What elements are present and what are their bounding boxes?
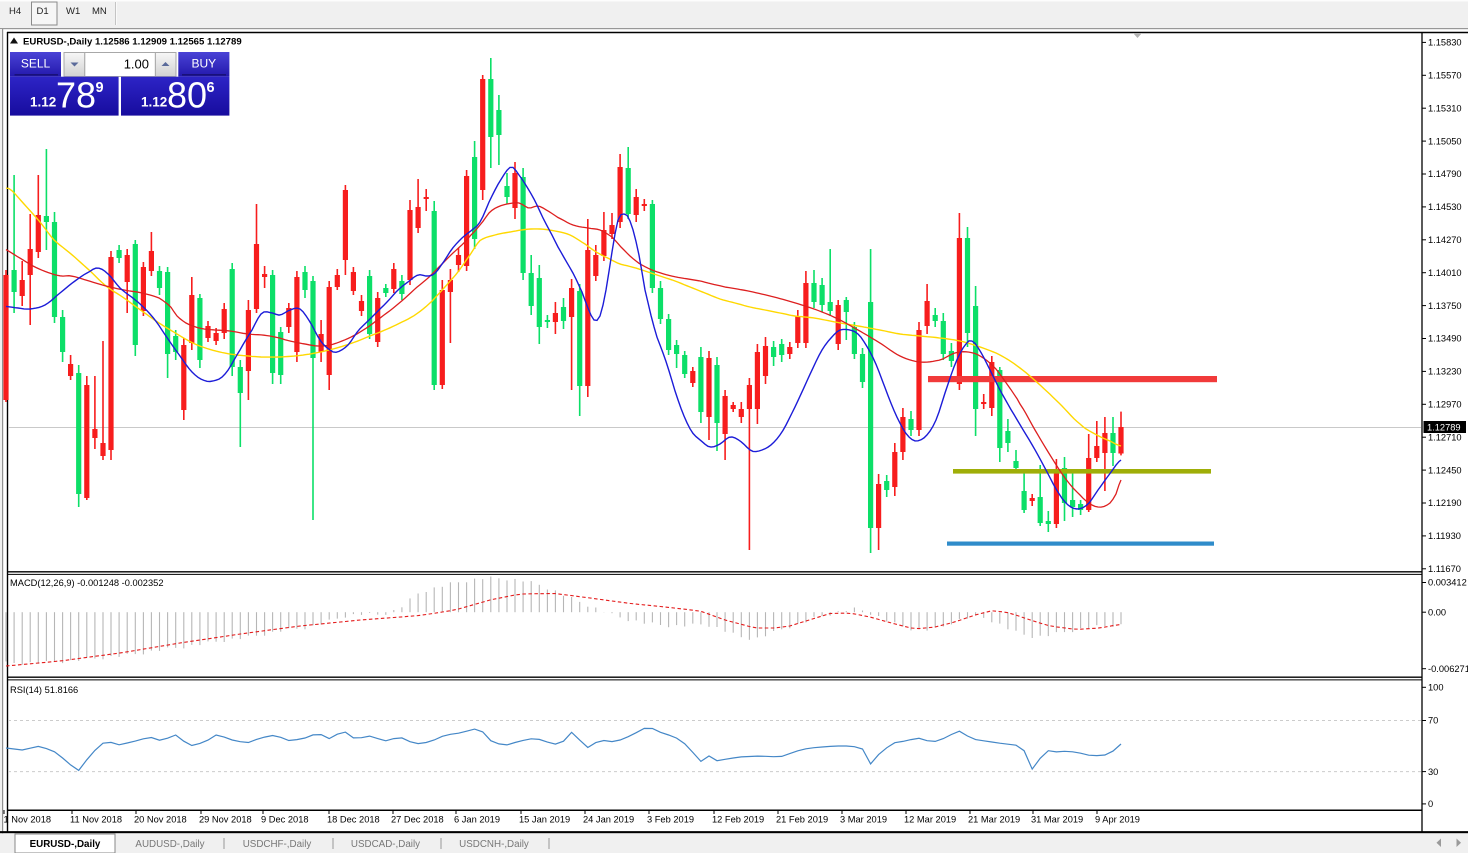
svg-text:1 Nov 2018: 1 Nov 2018 bbox=[4, 815, 52, 825]
svg-text:W1: W1 bbox=[66, 6, 80, 17]
svg-text:0.003412: 0.003412 bbox=[1428, 578, 1467, 588]
svg-text:1.14010: 1.14010 bbox=[1428, 268, 1462, 278]
svg-text:6 Jan 2019: 6 Jan 2019 bbox=[454, 815, 500, 825]
svg-text:EURUSD-,Daily 1.12586 1.12909: EURUSD-,Daily 1.12586 1.12909 1.12565 1.… bbox=[23, 37, 242, 48]
svg-text:1.12: 1.12 bbox=[30, 95, 56, 110]
svg-text:80: 80 bbox=[167, 75, 207, 116]
svg-text:3 Feb 2019: 3 Feb 2019 bbox=[647, 815, 694, 825]
svg-text:AUDUSD-,Daily: AUDUSD-,Daily bbox=[135, 839, 204, 850]
svg-text:0: 0 bbox=[1428, 799, 1433, 809]
svg-text:EURUSD-,Daily: EURUSD-,Daily bbox=[30, 839, 101, 850]
svg-text:27 Dec 2018: 27 Dec 2018 bbox=[391, 815, 444, 825]
svg-text:1.15570: 1.15570 bbox=[1428, 71, 1462, 81]
svg-text:21 Feb 2019: 21 Feb 2019 bbox=[776, 815, 828, 825]
svg-text:1.15310: 1.15310 bbox=[1428, 103, 1462, 113]
svg-text:USDCAD-,Daily: USDCAD-,Daily bbox=[351, 839, 420, 850]
svg-text:1.12190: 1.12190 bbox=[1428, 498, 1462, 508]
svg-text:18 Dec 2018: 18 Dec 2018 bbox=[327, 815, 380, 825]
svg-text:11 Nov 2018: 11 Nov 2018 bbox=[70, 815, 122, 825]
svg-text:RSI(14) 51.8166: RSI(14) 51.8166 bbox=[10, 685, 78, 695]
svg-text:31 Mar 2019: 31 Mar 2019 bbox=[1031, 815, 1083, 825]
svg-text:21 Mar 2019: 21 Mar 2019 bbox=[968, 815, 1020, 825]
svg-text:6: 6 bbox=[207, 80, 215, 96]
svg-text:100: 100 bbox=[1428, 683, 1444, 693]
svg-text:12 Feb 2019: 12 Feb 2019 bbox=[712, 815, 764, 825]
svg-text:24 Jan 2019: 24 Jan 2019 bbox=[583, 815, 634, 825]
svg-text:BUY: BUY bbox=[191, 57, 216, 71]
svg-text:1.15830: 1.15830 bbox=[1428, 38, 1462, 48]
svg-text:1.13490: 1.13490 bbox=[1428, 334, 1462, 344]
svg-text:29 Nov 2018: 29 Nov 2018 bbox=[199, 815, 252, 825]
svg-text:9: 9 bbox=[96, 80, 104, 96]
svg-text:20 Nov 2018: 20 Nov 2018 bbox=[134, 815, 187, 825]
svg-text:1.12710: 1.12710 bbox=[1428, 432, 1462, 442]
svg-text:9 Apr 2019: 9 Apr 2019 bbox=[1095, 815, 1140, 825]
svg-text:1.14790: 1.14790 bbox=[1428, 169, 1462, 179]
svg-text:1.12970: 1.12970 bbox=[1428, 400, 1462, 410]
svg-text:1.12: 1.12 bbox=[141, 95, 167, 110]
svg-text:0.00: 0.00 bbox=[1428, 607, 1446, 617]
svg-text:12 Mar 2019: 12 Mar 2019 bbox=[904, 815, 956, 825]
svg-text:1.13230: 1.13230 bbox=[1428, 367, 1462, 377]
svg-text:USDCNH-,Daily: USDCNH-,Daily bbox=[459, 839, 529, 850]
svg-text:1.13750: 1.13750 bbox=[1428, 301, 1462, 311]
svg-text:1.12450: 1.12450 bbox=[1428, 465, 1462, 475]
svg-text:SELL: SELL bbox=[21, 57, 51, 71]
svg-text:70: 70 bbox=[1428, 716, 1438, 726]
svg-text:1.14270: 1.14270 bbox=[1428, 235, 1462, 245]
svg-text:78: 78 bbox=[56, 75, 96, 116]
svg-text:1.15050: 1.15050 bbox=[1428, 136, 1462, 146]
svg-text:MN: MN bbox=[92, 6, 107, 17]
svg-text:USDCHF-,Daily: USDCHF-,Daily bbox=[243, 839, 312, 850]
svg-text:3 Mar 2019: 3 Mar 2019 bbox=[840, 815, 887, 825]
svg-text:1.11670: 1.11670 bbox=[1428, 564, 1461, 574]
svg-text:-0.006271: -0.006271 bbox=[1428, 664, 1468, 674]
svg-text:D1: D1 bbox=[37, 6, 49, 17]
svg-text:H4: H4 bbox=[9, 6, 21, 17]
svg-text:1.11930: 1.11930 bbox=[1428, 531, 1461, 541]
svg-text:30: 30 bbox=[1428, 767, 1438, 777]
svg-text:MACD(12,26,9) -0.001248 -0.002: MACD(12,26,9) -0.001248 -0.002352 bbox=[10, 578, 164, 588]
svg-text:1.00: 1.00 bbox=[124, 57, 149, 72]
svg-text:1.14530: 1.14530 bbox=[1428, 202, 1462, 212]
svg-text:15 Jan 2019: 15 Jan 2019 bbox=[519, 815, 570, 825]
svg-text:1.12789: 1.12789 bbox=[1427, 423, 1461, 433]
svg-text:9 Dec 2018: 9 Dec 2018 bbox=[261, 815, 309, 825]
